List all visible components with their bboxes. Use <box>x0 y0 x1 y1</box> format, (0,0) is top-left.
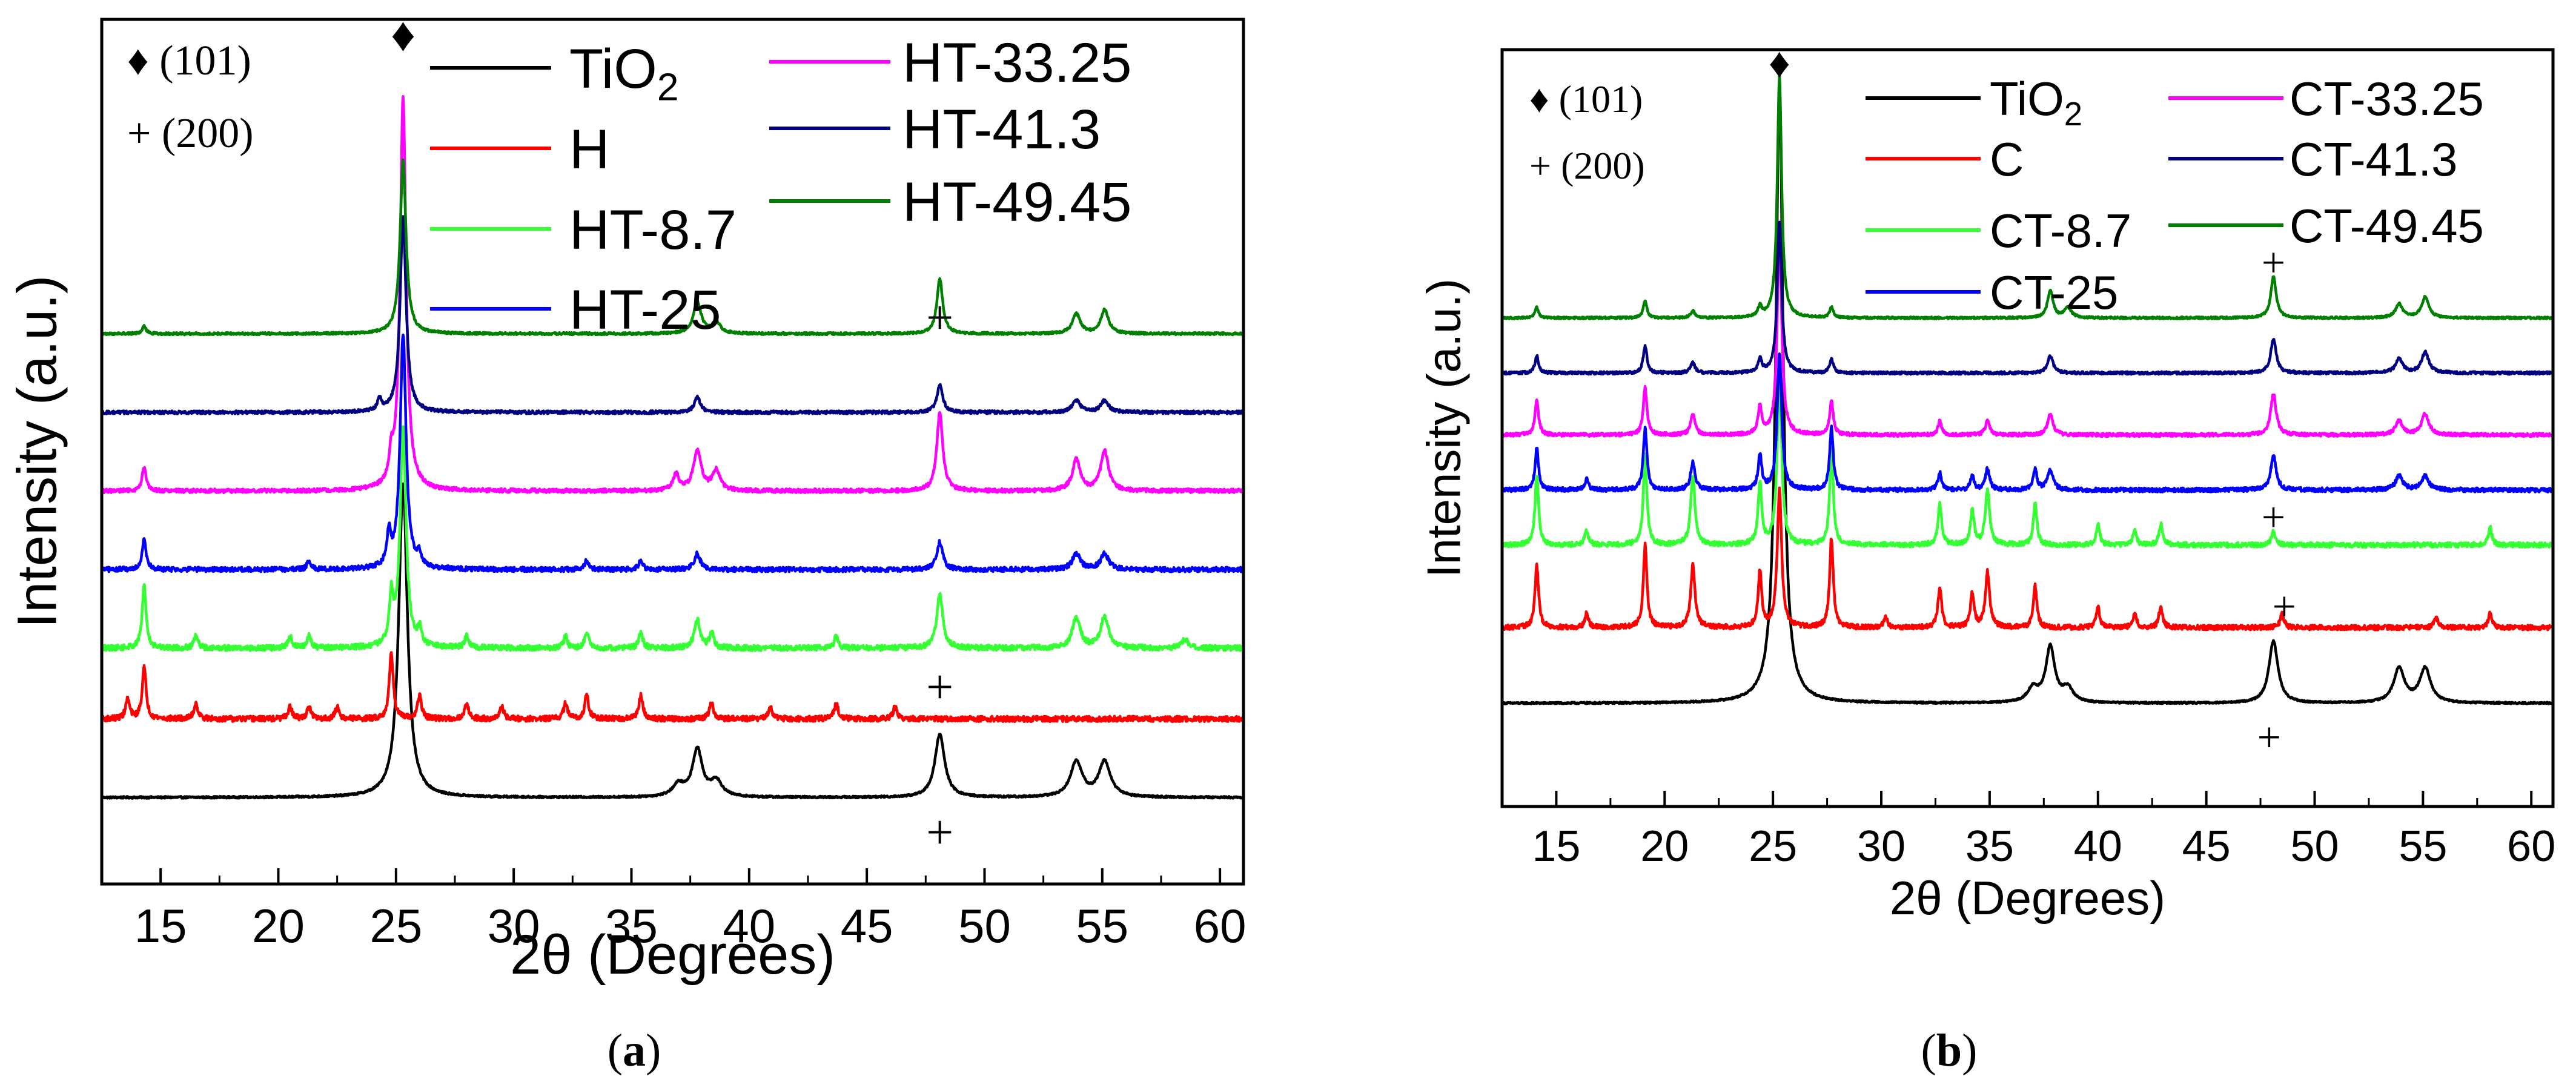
legend-label: CT-33.25 <box>2290 72 2484 125</box>
peak-marker-plus: + <box>2257 714 2281 761</box>
x-tick-label: 50 <box>958 899 1011 952</box>
series-line-ht-8-7 <box>102 425 1243 653</box>
series-line-c <box>1502 486 2553 632</box>
peak-marker-diamond: ♦ <box>391 8 416 62</box>
x-tick-label: 40 <box>2074 822 2122 871</box>
legend-label: C <box>1990 133 2024 186</box>
x-axis-label: 2θ (Degrees) <box>1890 871 2165 925</box>
key-diamond: ♦ (101) <box>1529 78 1643 120</box>
panel-b-chart: 15 20 25 30 35 40 45 50 55 60 2θ (Degrees) Intensit… <box>1417 40 2556 925</box>
series-line-tio2 <box>1502 83 2553 705</box>
series-line-ht-33-25 <box>102 95 1243 495</box>
x-tick-label: 15 <box>1532 822 1580 871</box>
key-plus: + (200) <box>1529 144 1645 187</box>
series-group <box>102 95 1243 800</box>
legend-label: HT-41.3 <box>902 99 1101 160</box>
legend-label: TiO2 <box>569 38 679 108</box>
panel-b-caption: (b) <box>1921 1025 1978 1076</box>
x-tick-label: 15 <box>134 899 187 952</box>
series-line-ct-8-7 <box>1502 371 2553 549</box>
x-tick-label: 25 <box>369 899 422 952</box>
peak-key: ♦ (101) + (200) <box>1529 78 1645 187</box>
legend-label: CT-25 <box>1990 266 2118 319</box>
x-tick-label: 60 <box>1194 899 1247 952</box>
series-line-ht-49-45 <box>102 158 1243 337</box>
plot-frame <box>100 18 1245 886</box>
key-plus: + (200) <box>127 110 254 157</box>
series-line-ct-33-25 <box>1502 226 2553 438</box>
x-tick-label: 60 <box>2507 822 2555 871</box>
x-tick-label: 35 <box>605 899 658 952</box>
peak-marker-plus: + <box>2273 584 2296 630</box>
panel-a-chart: 15 20 25 30 35 40 45 50 55 60 2θ (Degrees) Intensit… <box>6 8 1246 986</box>
x-tick-label: 45 <box>2182 822 2231 871</box>
x-axis-label: 2θ (Degrees) <box>510 924 835 986</box>
series-line-tio2 <box>102 482 1243 800</box>
peak-marker-plus: + <box>2262 494 2285 541</box>
peak-marker-plus: + <box>2262 240 2285 286</box>
series-line-ct-41-3 <box>1502 220 2553 376</box>
y-axis-label: Intensity (a.u.) <box>1417 279 1471 578</box>
x-tick-label: 30 <box>1857 822 1906 871</box>
legend-label: HT-8.7 <box>569 199 737 261</box>
x-tick-label: 25 <box>1749 822 1797 871</box>
series-line-ct-49-45 <box>1502 74 2553 321</box>
x-tick-label: 20 <box>1640 822 1689 871</box>
x-tick-label: 55 <box>2399 822 2447 871</box>
peak-marker-plus: + <box>926 661 953 714</box>
series-line-h <box>102 651 1243 724</box>
legend-label: CT-41.3 <box>2290 133 2457 186</box>
legend-label: H <box>569 119 609 180</box>
series-group <box>1502 74 2553 705</box>
x-tick-label: 35 <box>1965 822 2014 871</box>
x-tick-label: 30 <box>488 899 540 952</box>
key-diamond: ♦ (101) <box>127 38 251 84</box>
peak-key: ♦ (101) + (200) <box>127 38 254 157</box>
panel-a-caption: (a) <box>608 1025 661 1076</box>
x-tick-label: 40 <box>723 899 775 952</box>
legend-label: HT-33.25 <box>902 32 1131 94</box>
x-tick-label: 50 <box>2290 822 2339 871</box>
peak-marker-plus: + <box>926 807 953 860</box>
peak-marker-plus: + <box>926 291 953 345</box>
plot-frame <box>1500 48 2555 808</box>
legend-label: TiO2 <box>1990 72 2082 133</box>
y-axis-label: Intensity (a.u.) <box>6 275 68 628</box>
peak-marker-diamond: ♦ <box>1769 40 1790 87</box>
legend-label: HT-25 <box>569 279 721 341</box>
series-line-ht-41-3 <box>102 215 1243 415</box>
x-tick-label: 55 <box>1076 899 1128 952</box>
legend-label: HT-49.45 <box>902 171 1131 233</box>
series-line-ht-25 <box>102 333 1243 573</box>
x-tick-label: 45 <box>841 899 893 952</box>
legend-label: CT-49.45 <box>2290 199 2484 252</box>
legend-label: CT-8.7 <box>1990 204 2131 257</box>
series-line-ct-25 <box>1502 352 2553 493</box>
x-tick-label: 20 <box>252 899 305 952</box>
